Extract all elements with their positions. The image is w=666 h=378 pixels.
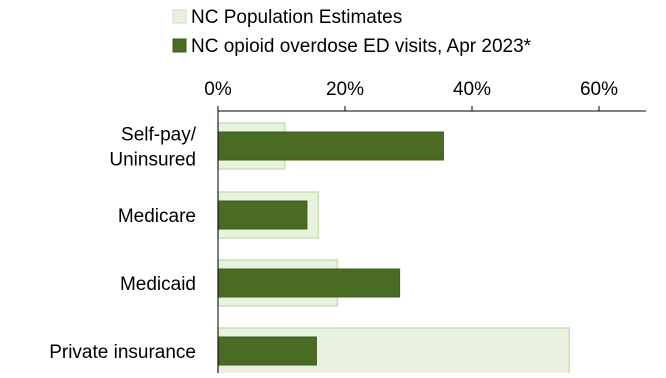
x-axis: 0% 20% 40% 60% bbox=[204, 79, 646, 112]
legend-label-1: NC Population Estimates bbox=[191, 7, 402, 28]
category-label-2: Medicare bbox=[118, 206, 196, 227]
legend-label-2: NC opioid overdose ED visits, Apr 2023* bbox=[191, 36, 532, 57]
x-tick-label: 0% bbox=[204, 79, 232, 100]
legend-swatch-2 bbox=[172, 38, 187, 53]
bar-ed-visits-2 bbox=[217, 200, 308, 230]
bar-ed-visits-3 bbox=[217, 268, 401, 298]
category-label-3: Medicaid bbox=[120, 274, 196, 295]
legend-swatch-1 bbox=[172, 9, 187, 24]
bar-population-4 bbox=[217, 327, 570, 375]
x-tick-label: 60% bbox=[580, 79, 618, 100]
bar-ed-visits-1 bbox=[217, 131, 444, 161]
bars bbox=[217, 111, 570, 375]
category-label-4: Private insurance bbox=[49, 342, 196, 363]
x-tick-label: 40% bbox=[453, 79, 491, 100]
bar-ed-visits-4 bbox=[217, 336, 317, 366]
legend: NC Population Estimates NC opioid overdos… bbox=[172, 7, 532, 57]
category-label-1: Self-pay/Uninsured bbox=[109, 125, 196, 171]
category-labels: Self-pay/Uninsured Medicare Medicaid Privat… bbox=[49, 125, 197, 364]
x-tick-label: 20% bbox=[326, 79, 364, 100]
